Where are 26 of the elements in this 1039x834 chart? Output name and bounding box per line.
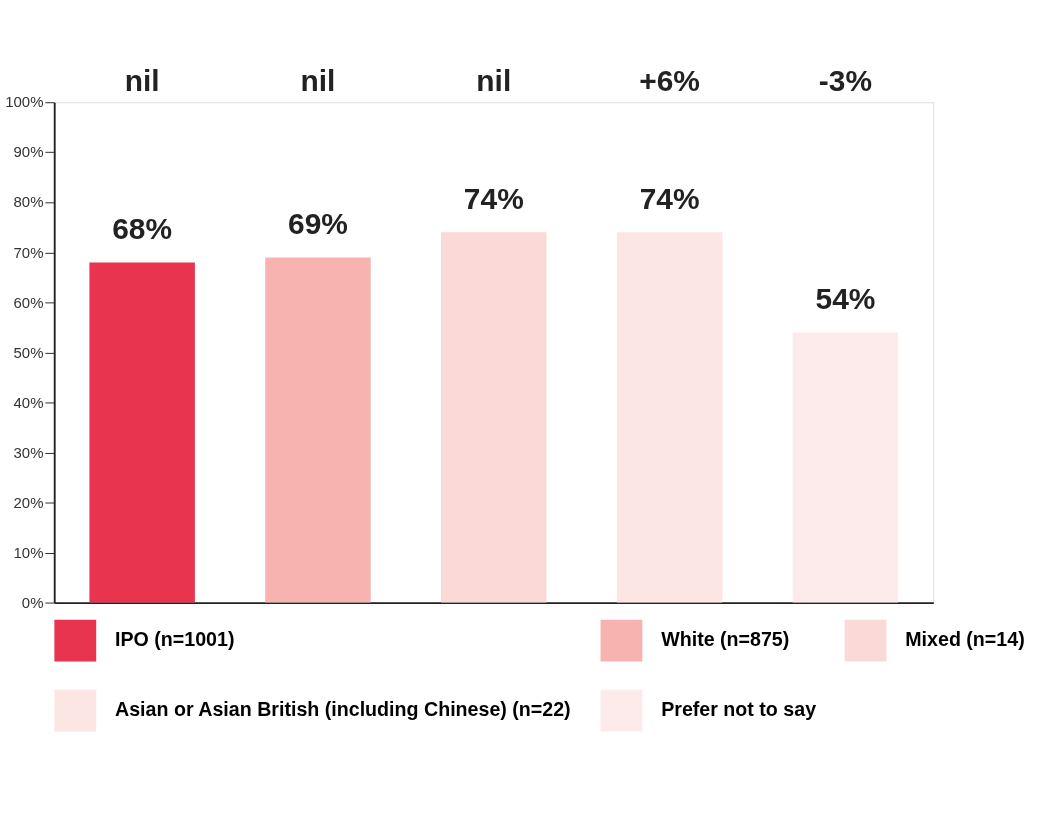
y-tick-label: 80%: [13, 193, 44, 211]
data-label: 69%: [288, 207, 348, 240]
y-tick-label: 10%: [13, 543, 44, 561]
text: +6%: [639, 64, 700, 98]
y-tick-label: 0%: [21, 593, 44, 611]
legend-label: Asian or Asian British (including Chinese) (n=22): [115, 698, 571, 721]
y-tick-label: 30%: [13, 443, 44, 461]
y-tick-label: 40%: [13, 393, 44, 411]
data-label: 74%: [639, 181, 700, 215]
y-tick-label: 100%: [5, 93, 44, 111]
legend-label: IPO (n=1001): [115, 628, 235, 651]
text: nil: [124, 64, 160, 98]
y-tick-label: 60%: [13, 293, 44, 311]
text: nil: [476, 64, 512, 98]
legend-label: Mixed (n=14): [905, 628, 1025, 651]
y-tick-label: 50%: [13, 343, 44, 361]
text: -3%: [818, 64, 873, 98]
data-label: 68%: [112, 212, 173, 246]
legend-label: White (n=875): [661, 628, 790, 651]
data-label: 74%: [463, 181, 524, 215]
y-tick-label: 20%: [13, 493, 44, 511]
y-tick-label: 70%: [13, 243, 44, 261]
text: nil: [300, 64, 336, 98]
y-tick-label: 90%: [13, 143, 44, 161]
legend-label: Prefer not to say: [661, 698, 817, 721]
data-label: 54%: [815, 282, 876, 316]
